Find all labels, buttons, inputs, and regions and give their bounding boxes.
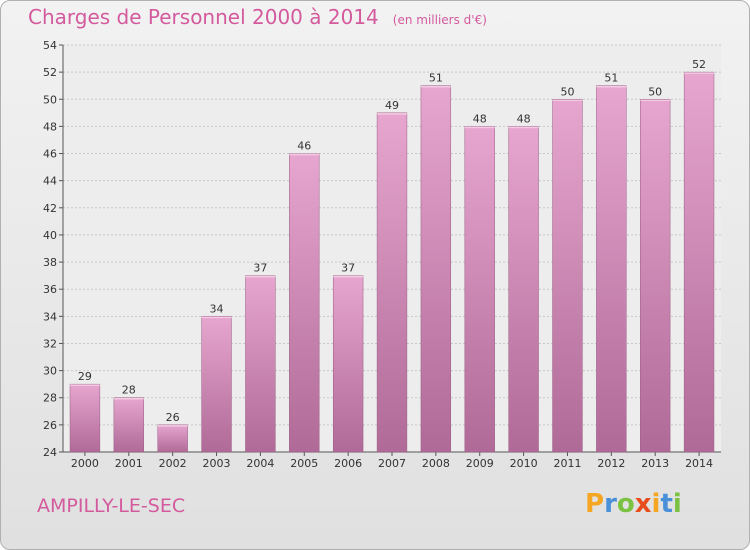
proxiti-logo: Proxiti [585, 489, 682, 519]
x-tick-label-2014: 2014 [685, 457, 713, 470]
y-tick-label: 48 [43, 120, 57, 133]
data-label-2014: 52 [692, 58, 706, 71]
data-label-2011: 50 [560, 85, 574, 98]
data-label-2000: 29 [78, 370, 92, 383]
x-tick-label-2002: 2002 [159, 457, 187, 470]
x-tick-label-2005: 2005 [290, 457, 318, 470]
data-label-2005: 46 [297, 140, 311, 153]
data-label-2001: 28 [122, 384, 136, 397]
bar-2006 [332, 275, 364, 453]
data-label-2007: 49 [385, 99, 399, 112]
bar-2000 [69, 383, 101, 453]
logo-letter: P [585, 489, 605, 519]
y-tick-label: 46 [43, 148, 57, 161]
data-label-2004: 37 [253, 262, 267, 275]
chart-title-row: Charges de Personnel 2000 à 2014 (en mill… [28, 5, 487, 29]
x-tick-label-2013: 2013 [641, 457, 669, 470]
y-tick-label: 38 [43, 256, 57, 269]
logo-letter: r [604, 489, 617, 519]
bar-2010 [508, 126, 539, 453]
y-tick-label: 30 [43, 365, 57, 378]
y-tick-label: 44 [43, 175, 57, 188]
logo-letter: i [672, 489, 682, 519]
data-label-2003: 34 [210, 302, 224, 315]
x-tick-label-2001: 2001 [115, 457, 143, 470]
bar-2007 [376, 112, 408, 453]
bar-2008 [420, 85, 452, 453]
data-label-2013: 50 [648, 85, 662, 98]
y-tick-label: 54 [43, 39, 57, 52]
y-tick-label: 28 [43, 392, 57, 405]
x-tick-label-2006: 2006 [334, 457, 362, 470]
x-tick-label-2003: 2003 [203, 457, 231, 470]
x-tick-label-2012: 2012 [597, 457, 625, 470]
x-tick-label-2000: 2000 [71, 457, 99, 470]
x-tick-label-2009: 2009 [466, 457, 494, 470]
bar-2002 [157, 424, 188, 453]
x-tick-label-2004: 2004 [246, 457, 274, 470]
y-tick-label: 40 [43, 229, 57, 242]
y-tick-label: 34 [43, 310, 57, 323]
bar-2004 [245, 275, 276, 453]
x-tick-label-2007: 2007 [378, 457, 406, 470]
bar-2003 [201, 316, 232, 453]
bar-2012 [596, 85, 627, 453]
commune-name: AMPILLY-LE-SEC [37, 495, 186, 517]
logo-letter: t [660, 489, 673, 519]
logo-letter: o [616, 489, 635, 519]
y-tick-label: 24 [43, 446, 57, 459]
y-tick-label: 50 [43, 93, 57, 106]
data-label-2008: 51 [429, 72, 443, 85]
logo-letter: i [651, 489, 661, 519]
x-tick-label-2011: 2011 [553, 457, 581, 470]
bar-2014 [683, 71, 715, 453]
y-tick-label: 42 [43, 202, 57, 215]
bar-2005 [289, 153, 320, 453]
x-tick-label-2010: 2010 [510, 457, 538, 470]
data-label-layer: 29 28 26 34 37 46 37 49 51 48 48 50 51 50 52 [78, 58, 706, 424]
bar-layer [69, 71, 715, 453]
data-label-2012: 51 [604, 72, 618, 85]
y-tick-label: 32 [43, 337, 57, 350]
y-tick-label: 36 [43, 283, 57, 296]
bar-2013 [640, 99, 671, 453]
y-tick-label: 52 [43, 66, 57, 79]
y-tick-label: 26 [43, 419, 57, 432]
data-label-2010: 48 [517, 112, 531, 125]
chart-title: Charges de Personnel 2000 à 2014 [28, 5, 379, 29]
bar-2011 [552, 99, 583, 453]
logo-letter: x [634, 489, 652, 519]
chart-unit: (en milliers d'€) [392, 13, 487, 27]
data-label-2002: 26 [166, 411, 180, 424]
x-tick-label-2008: 2008 [422, 457, 450, 470]
bar-2009 [464, 126, 495, 453]
data-label-2006: 37 [341, 262, 355, 275]
bar-2001 [113, 397, 144, 453]
data-label-2009: 48 [473, 112, 487, 125]
